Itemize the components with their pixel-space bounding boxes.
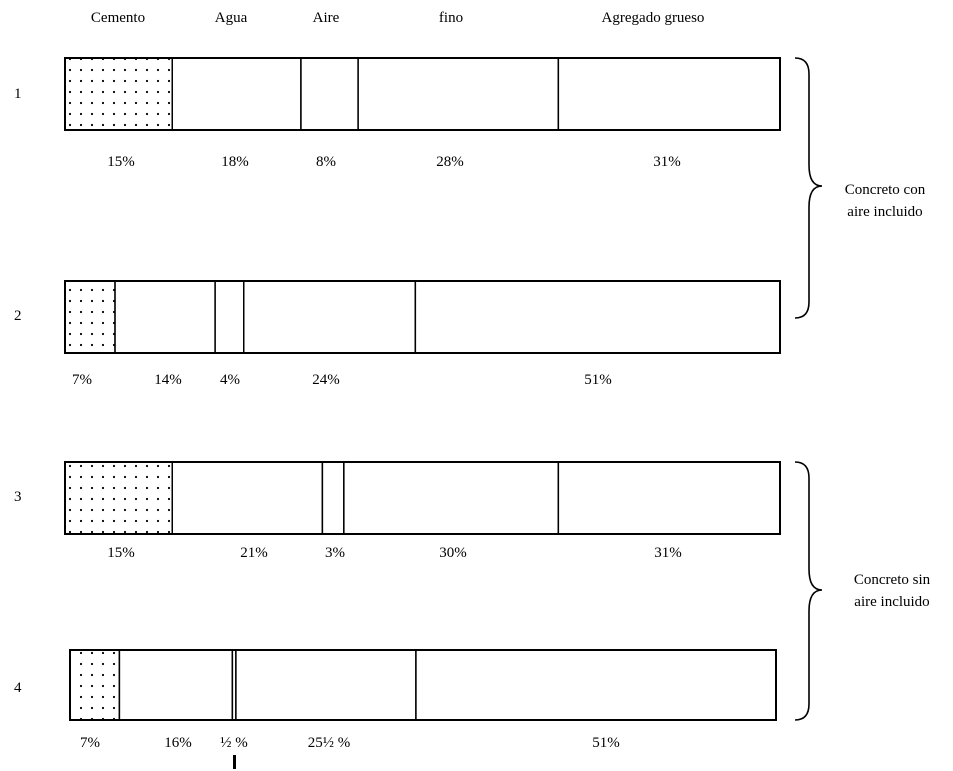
segment-fino [235, 649, 417, 721]
header-agregado-grueso: Agregado grueso [602, 10, 705, 26]
segment-cemento [69, 649, 121, 721]
segment-aire [300, 57, 359, 131]
segment-agregado-grueso [414, 280, 781, 354]
segment-aire [214, 280, 245, 354]
header-cemento: Cemento [91, 10, 145, 26]
segment-cemento [64, 461, 173, 535]
segment-aire [321, 461, 345, 535]
marker-tick [233, 755, 236, 769]
row-label-1: 1 [14, 86, 22, 102]
pct-label: 14% [154, 372, 182, 388]
segment-agregado-grueso [415, 649, 777, 721]
group-label-con-aire-line1: Concreto con [845, 182, 926, 198]
pct-label: 16% [164, 735, 192, 751]
bar-row-4 [69, 649, 777, 721]
segment-agua [114, 280, 216, 354]
pct-label: 31% [653, 154, 681, 170]
pct-label: 25½ % [308, 735, 351, 751]
header-agua: Agua [215, 10, 248, 26]
pct-label: 30% [439, 545, 467, 561]
segment-fino [243, 280, 417, 354]
bar-outline [64, 57, 781, 131]
pct-label: 51% [584, 372, 612, 388]
group-label-sin-aire-line1: Concreto sin [854, 572, 931, 588]
pct-label: 15% [107, 545, 135, 561]
row-label-4: 4 [14, 680, 22, 696]
pct-label: 18% [221, 154, 249, 170]
segment-agua [171, 57, 302, 131]
row-label-2: 2 [14, 308, 22, 324]
pct-label: 31% [654, 545, 682, 561]
pct-label: 21% [240, 545, 268, 561]
brace-con-aire [794, 57, 823, 319]
segment-agregado-grueso [557, 461, 781, 535]
group-label-sin-aire-line2: aire incluido [854, 594, 929, 610]
row-label-3: 3 [14, 489, 22, 505]
segment-cemento [64, 57, 173, 131]
bar-outline [69, 649, 777, 721]
pct-label: 3% [325, 545, 345, 561]
brace-sin-aire [794, 461, 823, 721]
segment-agua [171, 461, 324, 535]
header-fino: fino [439, 10, 463, 26]
bar-outline [64, 280, 781, 354]
segment-agua [118, 649, 234, 721]
pct-label: 7% [72, 372, 92, 388]
pct-label: 28% [436, 154, 464, 170]
bar-outline [64, 461, 781, 535]
pct-label: 8% [316, 154, 336, 170]
segment-fino [343, 461, 560, 535]
bar-row-1 [64, 57, 781, 131]
pct-label: 51% [592, 735, 620, 751]
segment-agregado-grueso [557, 57, 781, 131]
segment-fino [357, 57, 560, 131]
pct-label: 4% [220, 372, 240, 388]
header-aire: Aire [313, 10, 340, 26]
group-label-con-aire-line2: aire incluido [847, 204, 922, 220]
segment-cemento [64, 280, 116, 354]
pct-label: 7% [80, 735, 100, 751]
pct-label: ½ % [220, 735, 248, 751]
bar-row-3 [64, 461, 781, 535]
bar-row-2 [64, 280, 781, 354]
pct-label: 24% [312, 372, 340, 388]
pct-label: 15% [107, 154, 135, 170]
